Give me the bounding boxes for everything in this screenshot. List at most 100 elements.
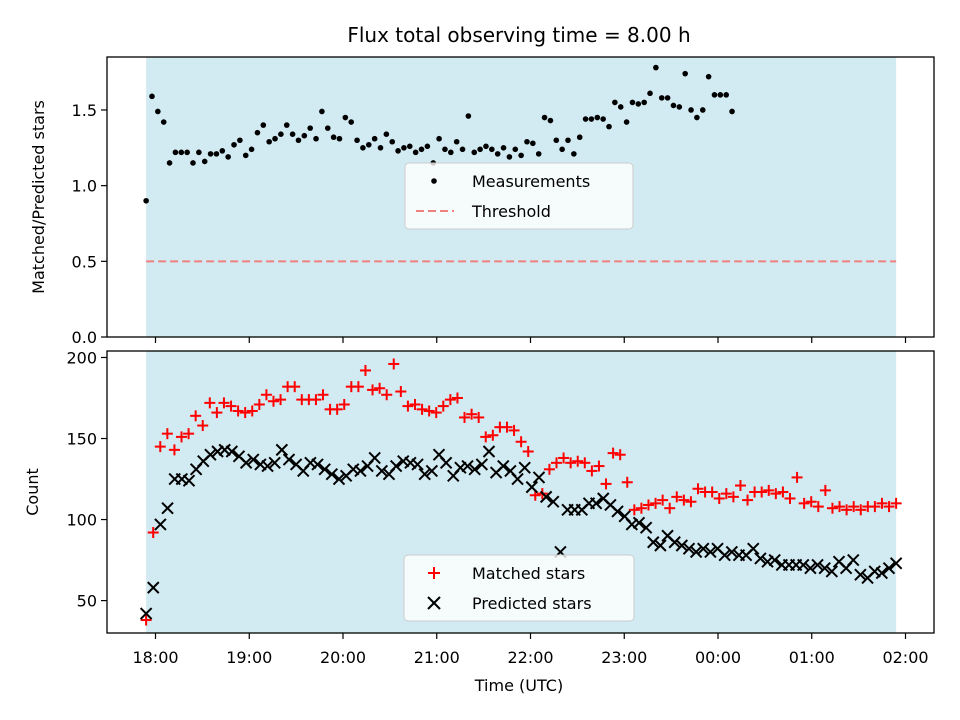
predicted-star-point	[175, 472, 189, 486]
matched-star-point	[409, 398, 421, 410]
predicted-star-point	[439, 456, 453, 470]
measurement-point	[506, 154, 513, 160]
measurement-point	[184, 149, 190, 156]
legend-measurements-marker	[431, 178, 437, 184]
measurement-point	[670, 102, 677, 109]
measurement-point	[354, 137, 360, 144]
predicted-star-point	[475, 458, 489, 471]
matched-star-point	[628, 504, 640, 516]
measurement-point	[313, 135, 319, 142]
measurement-point	[406, 143, 413, 150]
matched-star-point	[253, 398, 265, 410]
predicted-star-point	[211, 445, 224, 458]
matched-star-point	[161, 428, 173, 440]
matched-star-point	[402, 400, 414, 412]
matched-star-point	[727, 491, 739, 503]
measurement-point	[324, 125, 331, 131]
legend-threshold-label: Threshold	[471, 202, 551, 221]
predicted-star-point	[425, 464, 439, 478]
measurement-point	[201, 158, 208, 165]
matched-star-point	[430, 407, 442, 419]
predicted-star-point	[161, 501, 174, 515]
measurement-point	[553, 137, 560, 144]
top-axes-frame	[106, 56, 935, 338]
predicted-star-point	[461, 459, 474, 473]
measurement-point	[699, 107, 706, 113]
predicted-star-point	[397, 454, 410, 468]
predicted-star-point	[811, 558, 824, 572]
measurement-point	[307, 125, 313, 131]
measurement-point	[512, 146, 519, 153]
predicted-star-point	[875, 566, 889, 580]
measurement-point	[289, 131, 296, 137]
measurement-point	[623, 119, 630, 125]
measurement-point	[688, 107, 694, 113]
measurement-point	[190, 160, 196, 166]
measurement-point	[658, 95, 665, 101]
measurement-point	[295, 137, 302, 144]
chart-title: Flux total observing time = 8.00 h	[347, 23, 690, 47]
predicted-star-point	[247, 453, 260, 466]
bottom-x-ticks: 18:00 19:00 20:00 21:00 22:00 23:00 00:00 01:00…	[132, 633, 929, 667]
measurement-points	[143, 64, 735, 204]
measurement-point	[342, 114, 349, 121]
measurement-point	[664, 95, 671, 101]
predicted-star-point	[654, 539, 667, 552]
measurement-point	[272, 135, 278, 142]
matched-stars-points	[140, 358, 902, 626]
predicted-star-point	[697, 542, 710, 555]
matched-star-point	[657, 494, 669, 506]
matched-star-point	[416, 403, 428, 415]
measurement-point	[383, 131, 390, 137]
matched-star-point	[650, 497, 662, 509]
matched-star-point	[558, 452, 570, 464]
matched-star-point	[763, 484, 775, 496]
predicted-star-point	[325, 467, 339, 481]
measurement-point	[647, 90, 653, 97]
matched-star-point	[381, 389, 393, 401]
measurement-point	[588, 116, 595, 122]
measurement-point	[489, 146, 495, 153]
measurement-point	[166, 160, 173, 166]
measurement-point	[365, 141, 372, 148]
predicted-star-point	[889, 557, 903, 570]
matched-star-point	[352, 381, 364, 393]
top-x-ticks	[154, 337, 907, 343]
matched-star-point	[543, 463, 555, 475]
predicted-star-point	[675, 539, 689, 552]
measurement-point	[149, 93, 155, 100]
matched-star-point	[692, 483, 704, 495]
predicted-star-point	[225, 445, 239, 458]
predicted-star-point	[704, 545, 717, 559]
measurement-point	[617, 104, 624, 110]
top-legend-box	[404, 162, 634, 230]
measurement-point	[483, 143, 489, 150]
matched-star-point	[451, 392, 463, 404]
measurement-point	[682, 70, 688, 77]
measurement-point	[477, 146, 483, 153]
matched-star-point	[777, 486, 789, 498]
matched-star-point	[480, 431, 492, 443]
measurement-point	[453, 138, 460, 145]
matched-star-point	[267, 395, 279, 407]
measurement-point	[336, 135, 343, 142]
predicted-star-point	[389, 459, 403, 473]
predicted-star-point	[668, 536, 681, 549]
predicted-star-point	[639, 521, 653, 534]
predicted-star-point	[825, 565, 839, 578]
measurement-point	[442, 146, 448, 153]
measurement-point	[389, 138, 396, 145]
measurement-point	[377, 145, 384, 151]
top-panel: 0.0 0.5 1.0 1.5 Matched/Predicted stars Mea…	[29, 56, 935, 347]
matched-star-point	[841, 504, 853, 516]
matched-star-point	[678, 494, 690, 506]
matched-star-point	[423, 405, 435, 417]
measurement-point	[348, 119, 355, 125]
measurement-point	[500, 145, 507, 151]
matched-star-point	[791, 471, 803, 483]
predicted-star-point	[847, 553, 860, 567]
measurement-point	[559, 146, 565, 153]
measurement-point	[541, 114, 548, 121]
measurement-point	[465, 113, 472, 119]
matched-star-point	[317, 389, 329, 401]
